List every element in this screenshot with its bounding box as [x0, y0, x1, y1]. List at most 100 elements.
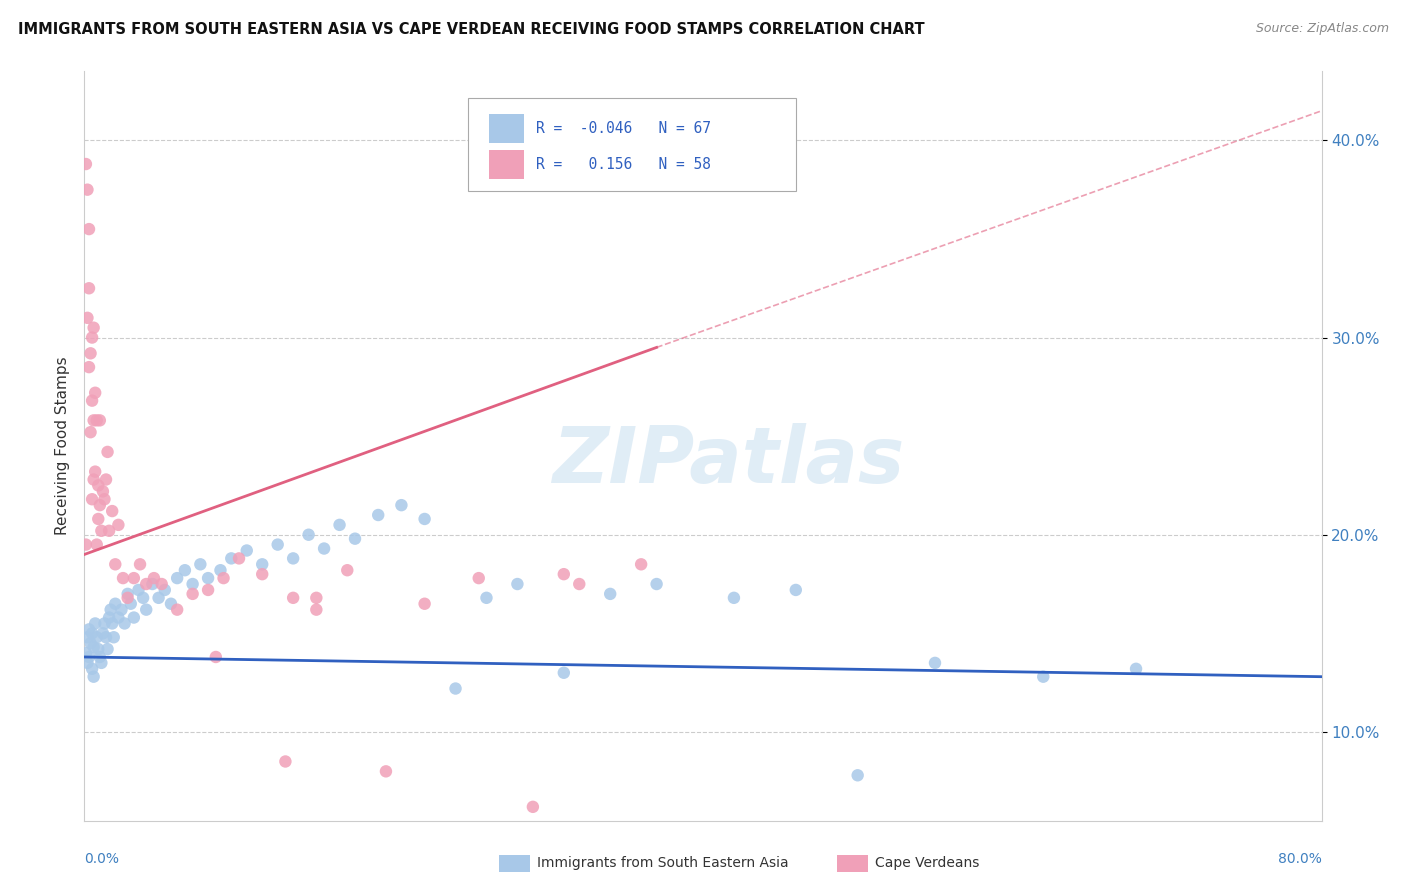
Point: [305, 591, 328, 605]
Point: [94, 630, 117, 644]
Point: [79, 425, 101, 440]
Point: [367, 508, 389, 522]
Point: [374, 764, 398, 779]
Point: [79, 636, 101, 650]
Point: [336, 563, 359, 577]
Point: [785, 582, 807, 597]
Point: [94, 473, 117, 487]
Point: [103, 630, 125, 644]
Point: [228, 551, 250, 566]
Point: [127, 582, 149, 597]
Point: [87, 642, 110, 657]
Point: [166, 602, 188, 616]
Point: [250, 558, 273, 572]
Point: [96, 642, 118, 657]
Point: [141, 577, 163, 591]
Point: [104, 558, 127, 572]
Point: [274, 755, 297, 769]
Point: [122, 571, 145, 585]
Point: [197, 571, 219, 585]
Point: [475, 591, 498, 605]
Point: [174, 563, 197, 577]
Point: [84, 616, 107, 631]
Point: [110, 602, 132, 616]
Point: [77, 281, 100, 295]
Point: [235, 543, 259, 558]
Point: [83, 320, 105, 334]
Point: [87, 512, 110, 526]
Point: [82, 492, 104, 507]
Point: [120, 597, 142, 611]
Point: [107, 610, 129, 624]
Point: [89, 650, 111, 665]
Point: [77, 623, 100, 637]
Point: [281, 591, 305, 605]
Point: [90, 656, 112, 670]
Point: [522, 800, 544, 814]
Point: [506, 577, 529, 591]
Point: [76, 310, 98, 325]
Point: [197, 582, 219, 597]
Point: [86, 413, 108, 427]
Point: [75, 157, 97, 171]
Point: [143, 571, 166, 585]
Point: [98, 610, 121, 624]
Point: [100, 602, 122, 616]
Point: [107, 517, 129, 532]
Point: [86, 630, 108, 644]
Point: [846, 768, 869, 782]
Point: [93, 616, 115, 631]
Point: [153, 582, 176, 597]
Point: [132, 591, 155, 605]
Point: [343, 532, 366, 546]
Point: [77, 650, 100, 665]
Point: [160, 597, 183, 611]
Point: [76, 183, 98, 197]
Point: [76, 630, 98, 644]
Point: [467, 571, 491, 585]
Point: [150, 577, 173, 591]
Point: [599, 587, 621, 601]
Point: [77, 360, 100, 375]
Point: [723, 591, 745, 605]
Point: [1032, 670, 1054, 684]
Point: [93, 492, 115, 507]
Point: [444, 681, 467, 696]
Point: [96, 445, 118, 459]
Point: [413, 512, 436, 526]
Point: [101, 504, 124, 518]
Point: [82, 393, 104, 408]
Point: [89, 498, 111, 512]
Point: [101, 616, 124, 631]
Point: [90, 524, 112, 538]
Point: [219, 551, 242, 566]
Point: [83, 640, 105, 654]
Point: [630, 558, 652, 572]
Point: [91, 626, 114, 640]
FancyBboxPatch shape: [489, 150, 523, 178]
FancyBboxPatch shape: [489, 114, 523, 143]
Text: 0.0%: 0.0%: [84, 852, 120, 866]
Point: [76, 656, 98, 670]
Point: [84, 385, 107, 400]
Point: [181, 577, 204, 591]
Point: [79, 346, 101, 360]
Point: [75, 538, 97, 552]
Point: [129, 558, 152, 572]
Point: [91, 484, 114, 499]
Text: R =   0.156   N = 58: R = 0.156 N = 58: [536, 157, 711, 172]
Point: [135, 577, 157, 591]
Text: Source: ZipAtlas.com: Source: ZipAtlas.com: [1256, 22, 1389, 36]
Point: [389, 498, 413, 512]
Text: ZIPatlas: ZIPatlas: [551, 423, 904, 499]
Point: [328, 517, 352, 532]
Point: [82, 330, 104, 344]
Point: [281, 551, 305, 566]
Text: 80.0%: 80.0%: [1278, 852, 1322, 866]
Point: [82, 626, 104, 640]
Point: [1125, 662, 1147, 676]
Point: [135, 602, 157, 616]
Point: [75, 646, 97, 660]
Point: [89, 413, 111, 427]
Point: [112, 571, 135, 585]
